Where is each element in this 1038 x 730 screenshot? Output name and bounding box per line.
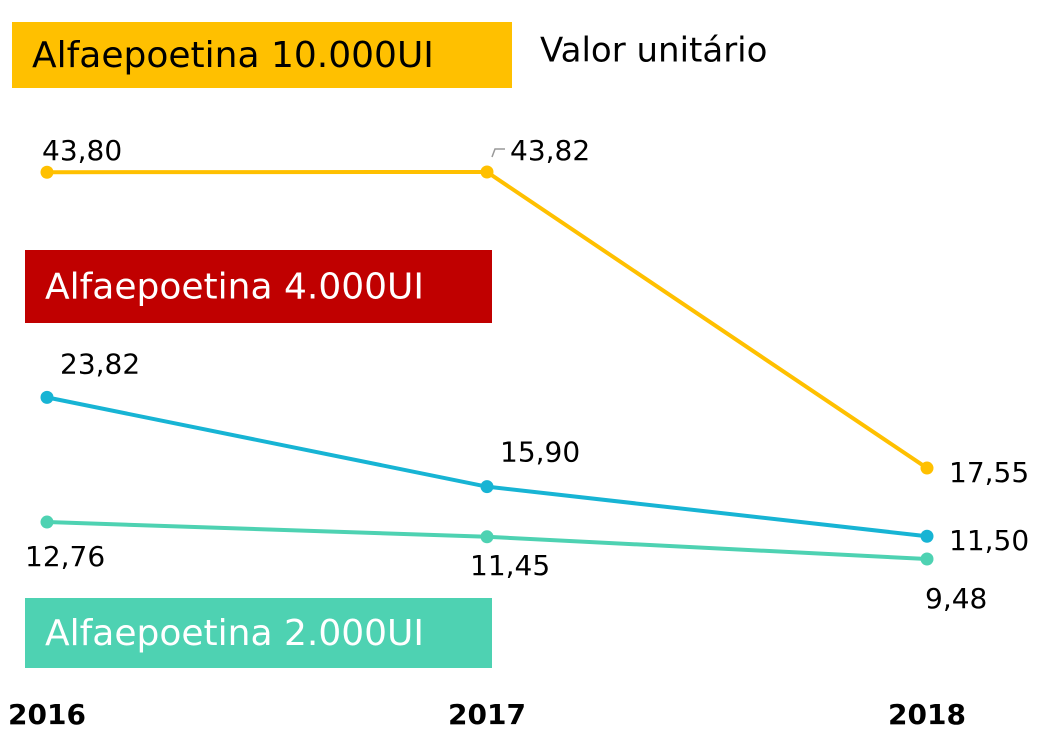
legend-label: Alfaepoetina 4.000UI [45, 267, 424, 308]
data-label: 9,48 [925, 582, 987, 615]
marker [40, 515, 54, 529]
data-label: 11,50 [949, 524, 1029, 557]
data-label: 17,55 [949, 456, 1029, 489]
marker [480, 530, 494, 544]
marker [480, 165, 494, 179]
data-label: 23,82 [60, 347, 140, 380]
data-label: 43,80 [42, 134, 122, 167]
marker [920, 529, 934, 543]
data-label: 12,76 [25, 540, 105, 573]
marker [40, 165, 54, 179]
data-label: 11,45 [470, 549, 550, 582]
x-tick-label: 2016 [8, 698, 86, 730]
data-label: 43,82 [510, 134, 590, 167]
legend-box [25, 250, 492, 323]
marker [480, 480, 494, 494]
leader-line [491, 148, 505, 158]
line [46, 395, 928, 539]
chart-title: Valor unitário [540, 31, 767, 71]
legend-label: Alfaepoetina 2.000UI [45, 613, 424, 654]
legend-box [25, 598, 492, 668]
x-tick-label: 2017 [448, 698, 526, 730]
marker [40, 390, 54, 404]
marker [920, 552, 934, 566]
marker [920, 461, 934, 475]
legend-label: Alfaepoetina 10.000UI [32, 35, 434, 76]
legend-box [12, 22, 512, 88]
x-tick-label: 2018 [888, 698, 966, 730]
data-label: 15,90 [500, 436, 580, 469]
